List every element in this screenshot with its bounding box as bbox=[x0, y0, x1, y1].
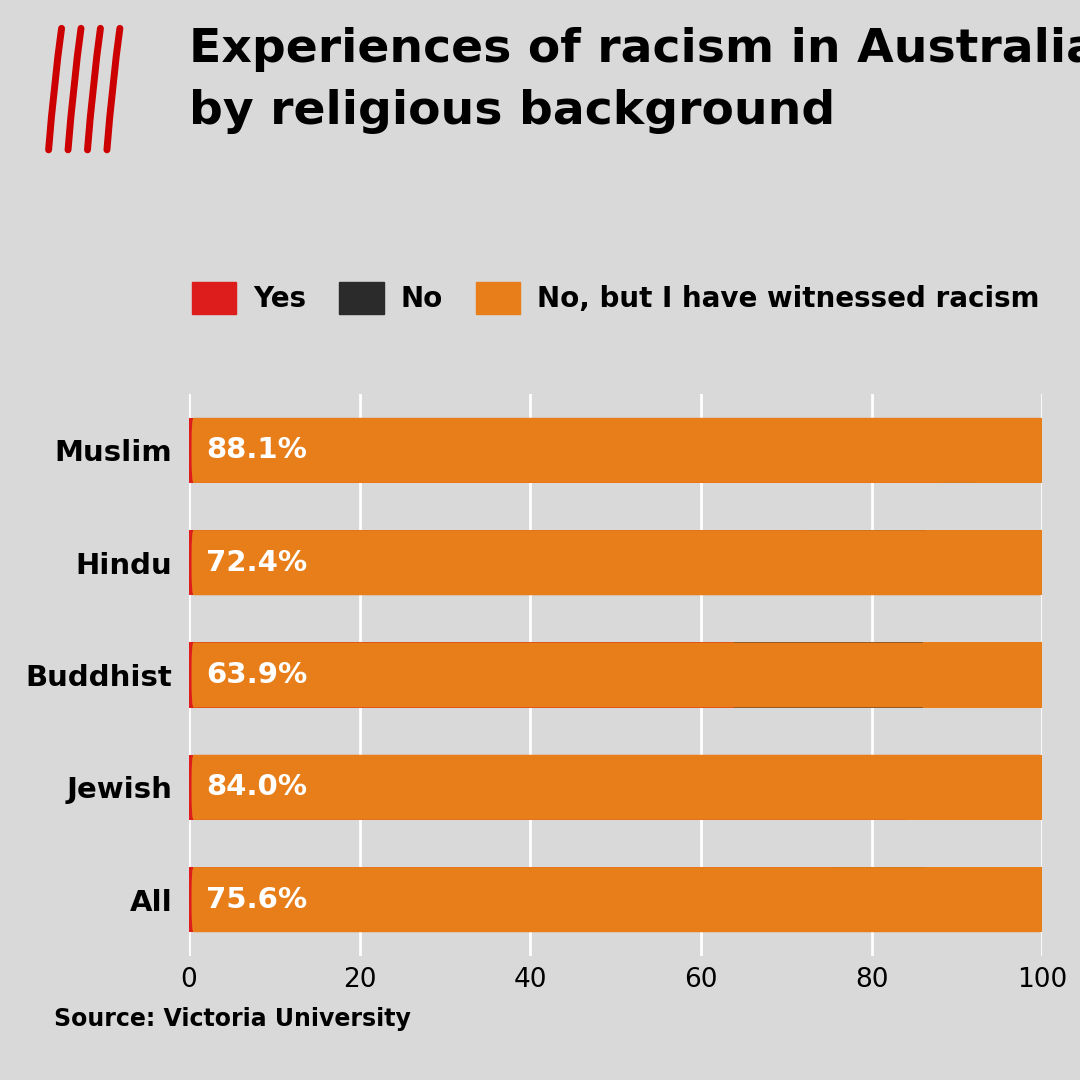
Bar bbox=[922, 867, 1042, 932]
Text: 75.6%: 75.6% bbox=[206, 886, 307, 914]
Text: 88.1%: 88.1% bbox=[206, 436, 307, 464]
Bar bbox=[189, 418, 941, 483]
FancyBboxPatch shape bbox=[191, 530, 1042, 595]
Bar bbox=[975, 418, 1042, 483]
Bar bbox=[189, 530, 807, 595]
FancyBboxPatch shape bbox=[191, 643, 1042, 707]
Text: 72.4%: 72.4% bbox=[206, 549, 307, 577]
Bar bbox=[734, 643, 922, 707]
Text: Source: Victoria University: Source: Victoria University bbox=[54, 1008, 410, 1031]
Bar bbox=[189, 643, 734, 707]
FancyBboxPatch shape bbox=[191, 867, 1042, 932]
Text: 84.0%: 84.0% bbox=[206, 773, 307, 801]
FancyBboxPatch shape bbox=[191, 418, 1042, 483]
Bar bbox=[941, 418, 975, 483]
Text: 63.9%: 63.9% bbox=[206, 661, 308, 689]
Bar bbox=[189, 755, 906, 820]
Bar bbox=[834, 867, 922, 932]
FancyBboxPatch shape bbox=[191, 755, 1042, 820]
Bar bbox=[922, 643, 1042, 707]
Bar bbox=[807, 530, 927, 595]
Bar bbox=[189, 867, 834, 932]
Legend: Yes, No, No, but I have witnessed racism: Yes, No, No, but I have witnessed racism bbox=[180, 270, 1051, 325]
Bar bbox=[927, 530, 1042, 595]
Text: Experiences of racism in Australia: Experiences of racism in Australia bbox=[189, 27, 1080, 72]
Text: by religious background: by religious background bbox=[189, 89, 835, 134]
Bar bbox=[906, 755, 1042, 820]
